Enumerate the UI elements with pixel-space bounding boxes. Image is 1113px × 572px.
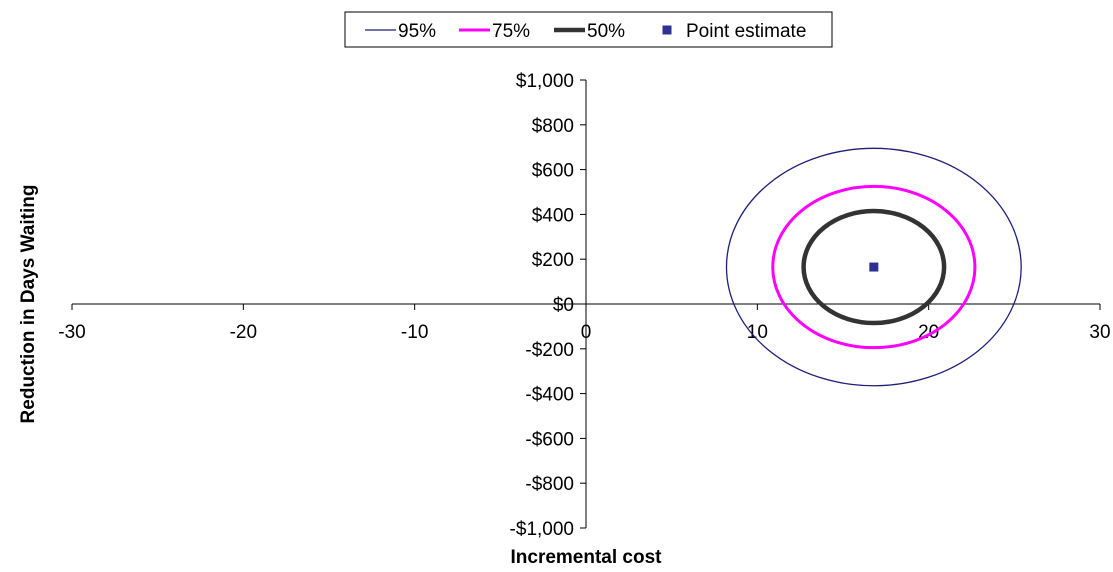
y-tick-label: -$800 [525,474,574,495]
y-tick-label: -$600 [525,429,574,450]
axes: -30 -20 -10 0 10 20 30$1,000$800$600$400$200$0… [58,71,1110,540]
ellipse-95pct [725,147,1022,387]
y-tick-label: $0 [553,295,574,316]
legend: 95% 75% 50% Point estimate [344,11,833,48]
x-tick-label: -20 [230,322,257,343]
point-estimate-marker [869,262,879,272]
y-tick-label: $400 [532,205,574,226]
x-tick-label: 30 [1089,322,1110,343]
x-tick-label: -10 [401,322,428,343]
legend-label: 75% [492,21,530,42]
ellipse-50pct [801,208,947,326]
y-tick-label: $800 [532,116,574,137]
y-tick-label: -$400 [525,385,574,406]
chart-marks [725,147,1022,387]
ellipse-75pct [771,184,977,350]
y-tick-label: -$200 [525,340,574,361]
x-axis-title: Incremental cost [511,547,663,568]
x-tick-label: -30 [58,322,85,343]
y-tick-label: $1,000 [516,71,574,92]
legend-swatch [662,25,672,35]
x-tick-label: 0 [581,322,592,343]
x-tick-label: 10 [747,322,768,343]
y-tick-label: $200 [532,250,574,271]
y-tick-label: $600 [532,161,574,182]
legend-box [344,11,833,48]
y-tick-label: -$1,000 [510,519,574,540]
legend-label: Point estimate [686,21,806,42]
y-axis-title: Reduction in Days Waiting [18,185,39,424]
legend-label: 50% [587,21,625,42]
legend-label: 95% [398,21,436,42]
